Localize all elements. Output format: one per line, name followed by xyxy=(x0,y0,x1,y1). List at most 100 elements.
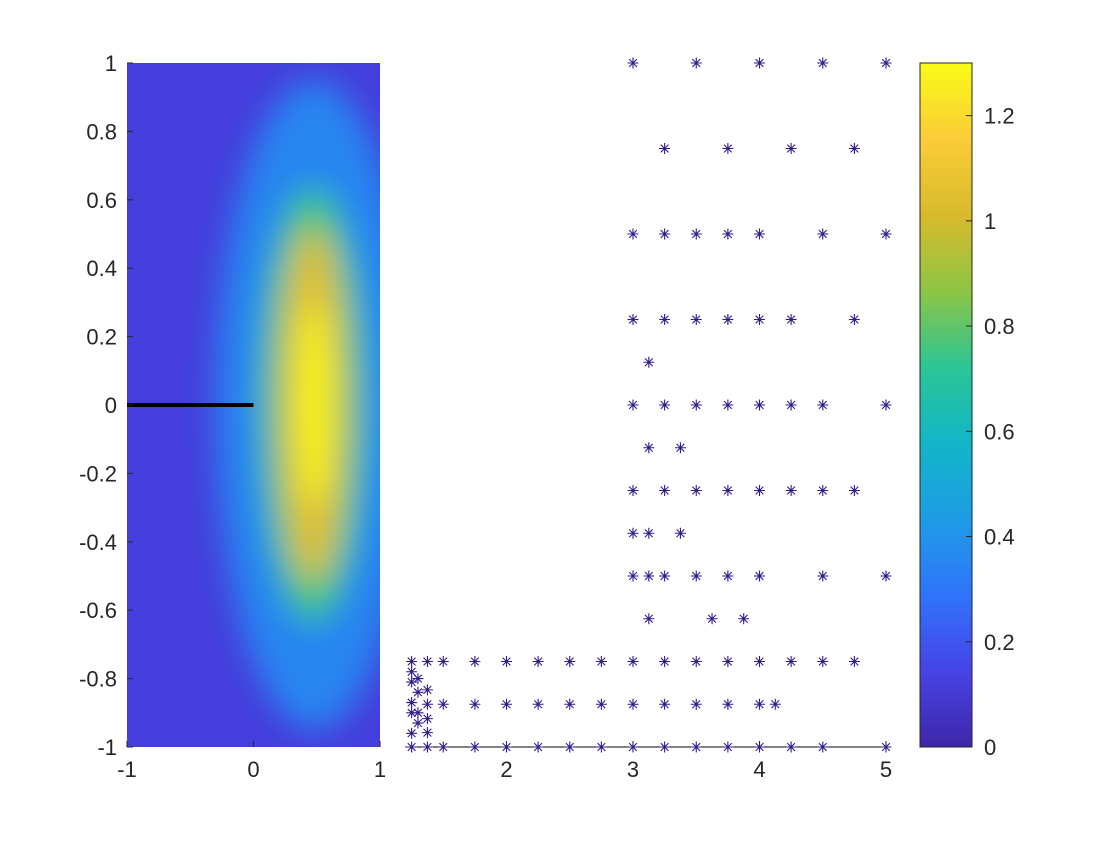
data-point-15 xyxy=(880,228,892,240)
data-point-16 xyxy=(627,314,639,325)
y-tick-label-5: 0 xyxy=(105,393,117,418)
data-point-93 xyxy=(690,698,702,710)
data-point-61 xyxy=(532,656,544,667)
data-point-57 xyxy=(421,656,433,667)
x-tick-label-1: 0 xyxy=(247,757,259,782)
data-point-40 xyxy=(817,485,829,496)
data-point-107 xyxy=(690,741,702,753)
colorbar-tick-label-4: 0.8 xyxy=(984,314,1015,339)
y-tick-label-3: -0.4 xyxy=(79,530,117,555)
data-point-50 xyxy=(754,570,765,582)
data-point-82 xyxy=(421,698,433,710)
data-point-69 xyxy=(785,656,797,667)
data-point-23 xyxy=(643,356,655,368)
data-point-52 xyxy=(880,570,892,582)
data-point-38 xyxy=(754,485,765,496)
markers-layer xyxy=(406,57,892,753)
y-tick-label-8: 0.6 xyxy=(86,188,117,213)
y-tick-label-4: -0.2 xyxy=(79,461,117,486)
data-point-12 xyxy=(722,228,734,240)
data-point-56 xyxy=(406,656,418,667)
x-tick-label-6: 5 xyxy=(880,757,892,782)
data-point-0 xyxy=(627,57,639,69)
data-point-94 xyxy=(722,698,734,710)
data-point-10 xyxy=(659,228,671,240)
y-tick-label-6: 0.2 xyxy=(86,325,117,350)
data-point-91 xyxy=(627,698,639,710)
data-point-100 xyxy=(469,741,481,753)
data-point-98 xyxy=(421,741,433,753)
data-point-89 xyxy=(564,698,576,710)
colorbar-tick-label-1: 0.2 xyxy=(984,630,1015,655)
data-point-33 xyxy=(674,442,686,454)
data-point-44 xyxy=(674,527,686,539)
data-point-43 xyxy=(643,527,655,539)
data-point-90 xyxy=(595,698,607,710)
data-point-77 xyxy=(412,717,424,729)
data-point-32 xyxy=(643,442,655,454)
data-point-54 xyxy=(706,613,718,625)
y-tick-label-10: 1 xyxy=(105,51,117,76)
data-point-45 xyxy=(627,570,639,582)
data-point-83 xyxy=(421,713,433,725)
data-point-106 xyxy=(659,741,671,753)
y-tick-label-2: -0.6 xyxy=(79,598,117,623)
colorbar: 0 0.2 0.4 0.6 0.8 1 1.2 xyxy=(919,62,1015,760)
data-point-86 xyxy=(469,698,481,710)
colorbar-tick-label-0: 0 xyxy=(984,735,996,760)
data-point-85 xyxy=(437,698,449,710)
y-tick-label-0: -1 xyxy=(97,735,117,760)
data-point-24 xyxy=(627,399,639,411)
data-point-17 xyxy=(659,314,671,325)
data-point-60 xyxy=(501,656,512,667)
data-point-53 xyxy=(643,613,655,625)
colorbar-tick-label-3: 0.6 xyxy=(984,419,1015,444)
data-point-42 xyxy=(627,527,639,539)
data-point-7 xyxy=(785,143,797,154)
data-point-63 xyxy=(595,656,607,667)
field-layer xyxy=(127,63,380,747)
data-point-79 xyxy=(412,673,424,685)
colorbar-tick-label-2: 0.4 xyxy=(984,525,1015,550)
data-point-72 xyxy=(406,666,418,678)
data-point-62 xyxy=(564,656,576,667)
data-point-88 xyxy=(532,698,544,710)
data-point-55 xyxy=(738,613,750,625)
y-tick-label-9: 0.8 xyxy=(86,119,117,144)
data-point-78 xyxy=(406,727,418,739)
data-point-65 xyxy=(659,656,671,667)
data-point-41 xyxy=(848,485,860,496)
data-point-110 xyxy=(785,741,797,753)
data-point-68 xyxy=(754,656,765,667)
x-tick-label-2: 1 xyxy=(374,757,386,782)
data-point-31 xyxy=(880,399,892,411)
data-point-76 xyxy=(406,707,418,719)
data-point-92 xyxy=(659,698,671,710)
data-point-108 xyxy=(722,741,734,753)
field-blob-3 xyxy=(299,302,330,508)
field-blob-group xyxy=(215,80,380,730)
data-point-1 xyxy=(690,57,702,69)
data-point-58 xyxy=(437,656,449,667)
data-point-73 xyxy=(406,676,418,688)
colorbar-tick-label-6: 1.2 xyxy=(984,104,1015,129)
data-point-75 xyxy=(406,697,418,709)
data-point-37 xyxy=(722,485,734,496)
data-point-47 xyxy=(659,570,671,582)
data-point-8 xyxy=(848,143,860,154)
data-point-104 xyxy=(595,741,607,753)
data-point-49 xyxy=(722,570,734,582)
data-point-80 xyxy=(412,707,424,719)
data-point-51 xyxy=(817,570,829,582)
data-point-19 xyxy=(722,314,734,325)
data-point-22 xyxy=(848,314,860,325)
data-point-14 xyxy=(817,228,829,240)
data-point-35 xyxy=(659,485,671,496)
x-tick-label-5: 4 xyxy=(753,757,765,782)
colorbar-tick-label-5: 1 xyxy=(984,209,996,234)
data-point-21 xyxy=(785,314,797,325)
y-tick-label-1: -0.8 xyxy=(79,667,117,692)
data-point-13 xyxy=(754,228,765,240)
data-point-27 xyxy=(722,399,734,411)
